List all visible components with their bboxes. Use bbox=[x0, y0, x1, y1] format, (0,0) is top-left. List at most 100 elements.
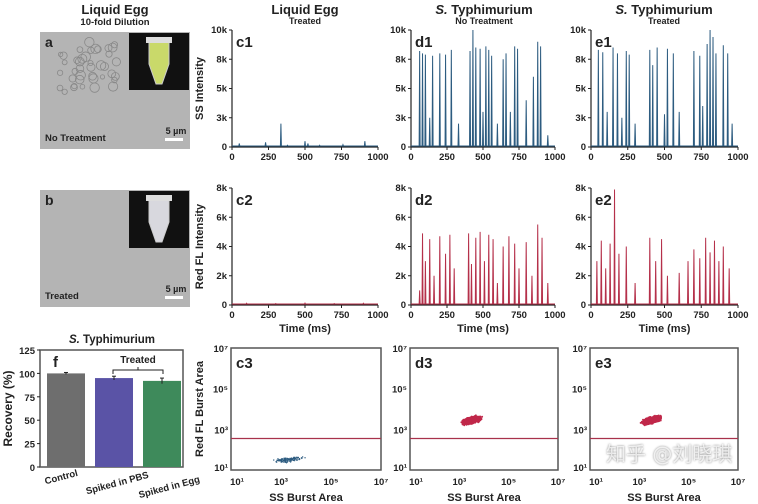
x-tick-label: 500 bbox=[475, 152, 491, 163]
scale-bar-label: 5 µm bbox=[166, 284, 187, 294]
panel-label: d3 bbox=[415, 355, 433, 372]
scatter-point bbox=[643, 418, 646, 421]
x-tick-label: 0 bbox=[229, 152, 234, 163]
scatter-point bbox=[281, 460, 283, 462]
scatter-point bbox=[293, 459, 296, 462]
x-tick-label: 10⁷ bbox=[374, 477, 389, 488]
panel-label: c2 bbox=[236, 192, 253, 209]
column-subtitle: 10-fold Dilution bbox=[80, 17, 149, 28]
y-tick-label: 8k bbox=[395, 54, 406, 65]
y-tick-label: 100 bbox=[19, 369, 35, 380]
y-tick-label: 6k bbox=[395, 212, 406, 223]
x-tick-label: 750 bbox=[334, 310, 350, 321]
scatter-point bbox=[284, 461, 287, 463]
scatter-point bbox=[481, 415, 484, 418]
scatter-point bbox=[655, 420, 658, 423]
y-tick-label: 2k bbox=[216, 271, 227, 282]
scatter-point bbox=[639, 421, 642, 424]
scatter-point bbox=[472, 421, 475, 424]
scale-bar bbox=[165, 296, 183, 299]
signal-trace-e2 bbox=[591, 189, 738, 305]
cell bbox=[111, 41, 119, 49]
y-tick-label: 8k bbox=[575, 54, 586, 65]
x-tick-label: 0 bbox=[588, 152, 593, 163]
cell bbox=[75, 56, 85, 67]
cell bbox=[56, 84, 64, 92]
signal-trace-e1 bbox=[591, 29, 738, 147]
cell bbox=[58, 51, 64, 58]
signal-trace-c2 bbox=[232, 302, 378, 305]
x-tick-label: 10⁵ bbox=[501, 477, 516, 488]
x-tick-label: 750 bbox=[511, 310, 527, 321]
cell bbox=[80, 51, 91, 62]
y-tick-label: 0 bbox=[30, 463, 35, 474]
x-tick-label: 10⁵ bbox=[323, 477, 338, 488]
y-tick-label: 10³ bbox=[214, 425, 228, 436]
y-tick-label: 8k bbox=[395, 183, 406, 194]
column-subtitle: No Treatment bbox=[455, 16, 513, 26]
x-tick-label: 250 bbox=[261, 152, 277, 163]
cell bbox=[100, 62, 109, 71]
scatter-point bbox=[283, 457, 286, 460]
y-tick-label: 4k bbox=[216, 242, 227, 253]
scale-bar-label: 5 µm bbox=[166, 126, 187, 136]
x-tick-label: 10⁵ bbox=[681, 477, 696, 488]
tube-cap bbox=[146, 37, 172, 43]
scatter-point bbox=[284, 460, 287, 462]
y-tick-label: 125 bbox=[19, 346, 36, 357]
scatter-point bbox=[292, 459, 295, 462]
x-tick-label: 10³ bbox=[274, 477, 288, 488]
y-tick-label: 50 bbox=[24, 416, 35, 427]
x-tick-label: 1000 bbox=[367, 310, 388, 321]
x-tick-label: 10¹ bbox=[589, 477, 603, 488]
scatter-point bbox=[304, 457, 306, 459]
cell bbox=[61, 59, 68, 66]
x-tick-label: 1000 bbox=[727, 152, 748, 163]
y-axis-label: Recovery (%) bbox=[1, 370, 15, 446]
cell bbox=[95, 60, 107, 71]
y-tick-label: 10k bbox=[390, 25, 407, 36]
cell bbox=[88, 71, 97, 81]
x-tick-label: 250 bbox=[261, 310, 277, 321]
scatter-point bbox=[277, 459, 279, 462]
plot-frame bbox=[589, 347, 739, 471]
column-title: S. Typhimurium bbox=[435, 2, 532, 17]
x-tick-label: 250 bbox=[439, 152, 455, 163]
y-tick-label: 0 bbox=[222, 142, 227, 153]
y-tick-label: 8k bbox=[216, 54, 227, 65]
scatter-point bbox=[464, 419, 467, 422]
image-label: No Treatment bbox=[45, 133, 107, 144]
signal-trace-d1 bbox=[411, 29, 555, 147]
scatter-point bbox=[656, 419, 659, 422]
cell bbox=[73, 56, 81, 64]
treated-bracket bbox=[112, 367, 164, 374]
y-tick-label: 4k bbox=[575, 242, 586, 253]
cell bbox=[107, 69, 117, 79]
panel-label: e1 bbox=[595, 34, 612, 51]
image-label: Treated bbox=[45, 291, 79, 302]
column-title: Liquid Egg bbox=[271, 2, 338, 17]
cell bbox=[105, 50, 113, 58]
column-title: Liquid Egg bbox=[81, 2, 148, 17]
cell bbox=[61, 88, 68, 95]
column-subtitle: Treated bbox=[648, 16, 680, 26]
x-tick-label: 750 bbox=[334, 152, 350, 163]
x-axis-label: Time (ms) bbox=[457, 323, 509, 335]
panel-label: f bbox=[53, 354, 59, 371]
x-tick-label: 500 bbox=[475, 310, 491, 321]
scatter-point bbox=[291, 459, 293, 461]
scatter-point bbox=[467, 421, 470, 424]
y-axis-label: Red FL Intensity bbox=[194, 203, 206, 289]
y-tick-label: 0 bbox=[401, 300, 406, 311]
scatter-point bbox=[645, 420, 648, 423]
cell bbox=[75, 70, 86, 81]
cell bbox=[75, 74, 85, 85]
x-tick-label: 10⁷ bbox=[731, 477, 746, 488]
y-tick-label: 5k bbox=[575, 84, 586, 95]
y-tick-label: 3k bbox=[395, 113, 406, 124]
cell bbox=[84, 37, 95, 48]
column-title: S. Typhimurium bbox=[615, 2, 712, 17]
scatter-point bbox=[643, 421, 646, 424]
